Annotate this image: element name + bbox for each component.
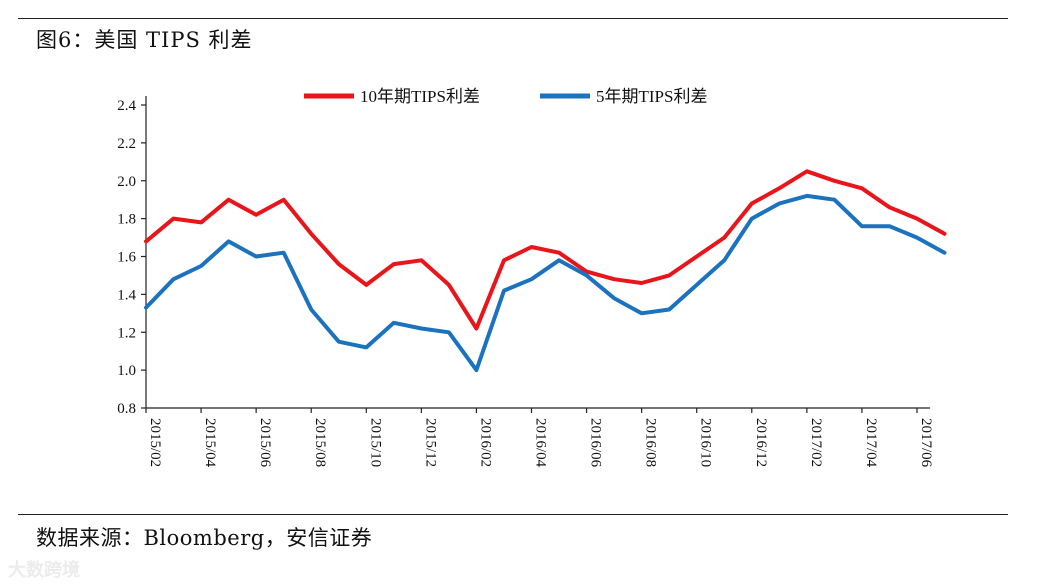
x-tick-label: 2017/02 — [808, 418, 824, 467]
x-tick-label: 2016/08 — [643, 418, 659, 467]
y-tick-label: 1.6 — [117, 250, 136, 266]
figure-title: 图6：美国 TIPS 利差 — [36, 28, 253, 52]
y-tick-label: 1.2 — [117, 325, 136, 341]
x-tick-label: 2016/04 — [533, 418, 549, 468]
x-tick-label: 2016/02 — [477, 418, 493, 467]
x-tick-label: 2015/10 — [367, 418, 383, 467]
top-rule — [18, 18, 1008, 19]
y-tick-label: 2.2 — [117, 136, 136, 152]
y-tick-label: 2.0 — [117, 174, 136, 190]
y-tick-label: 0.8 — [117, 401, 136, 417]
y-tick-label: 1.4 — [117, 287, 136, 303]
x-tick-label: 2015/12 — [422, 418, 438, 467]
x-tick-label: 2015/06 — [257, 418, 273, 468]
y-tick-label: 2.4 — [117, 98, 136, 114]
chart-axes — [145, 96, 930, 409]
y-tick-label: 1.8 — [117, 212, 136, 228]
bottom-rule — [18, 514, 1008, 515]
series-line-5y — [144, 193, 947, 373]
series-line-10y — [144, 169, 947, 331]
x-tick-label: 2016/12 — [753, 418, 769, 467]
series-lines — [144, 169, 947, 373]
y-tick-label: 1.0 — [117, 363, 136, 379]
x-axis-ticks: 2015/02 2015/04 2015/06 2015/08 2015/10 2015/… — [145, 408, 934, 468]
legend-label: 10年期TIPS利差 — [360, 87, 480, 106]
x-tick-label: 2016/10 — [698, 418, 714, 467]
source-note: 数据来源：Bloomberg，安信证券 — [36, 526, 373, 550]
x-tick-label: 2016/06 — [588, 418, 604, 468]
chart-legend: 10年期TIPS利差 5年期TIPS利差 — [304, 87, 707, 106]
x-tick-label: 2015/08 — [312, 418, 328, 467]
legend-label: 5年期TIPS利差 — [596, 87, 707, 106]
y-axis-ticks: 0.8 1.0 1.2 1.4 1.6 1.8 2.0 2.2 2.4 — [117, 98, 146, 417]
x-tick-label: 2017/04 — [863, 418, 879, 468]
x-tick-label: 2017/06 — [918, 418, 934, 468]
watermark: 大数跨境 — [8, 560, 80, 581]
x-tick-label: 2015/02 — [147, 418, 163, 467]
x-tick-label: 2015/04 — [202, 418, 218, 468]
